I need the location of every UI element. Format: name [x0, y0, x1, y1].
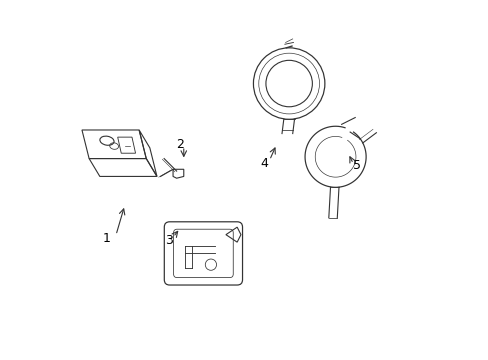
Text: 5: 5	[352, 159, 360, 172]
Text: 4: 4	[260, 157, 267, 170]
Text: 3: 3	[165, 234, 173, 247]
Text: 2: 2	[176, 138, 184, 151]
Text: 1: 1	[103, 233, 111, 246]
